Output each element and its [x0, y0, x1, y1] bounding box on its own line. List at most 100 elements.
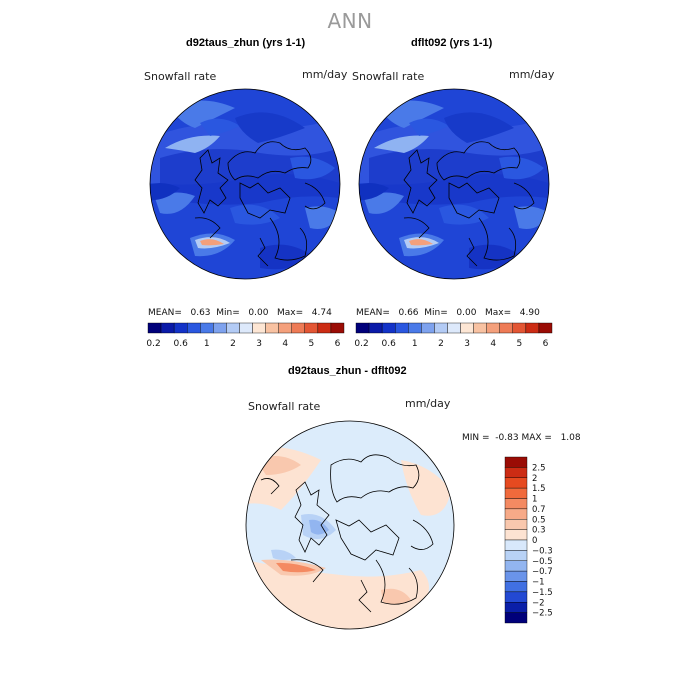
- colorbar-swatch: [291, 322, 306, 334]
- colorbar-tick-label: −1.5: [532, 588, 553, 598]
- colorbar-swatch: [525, 322, 540, 334]
- panel-3-stats: MIN = -0.83 MAX = 1.08: [462, 433, 581, 443]
- panel-1-units-label: mm/day: [302, 68, 348, 81]
- colorbar-swatch: [504, 477, 528, 489]
- panel-3-polar-map: [245, 420, 455, 630]
- colorbar-tick-label: 1.5: [532, 484, 546, 494]
- colorbar-swatch: [460, 322, 474, 334]
- panel-1-title: d92taus_zhun (yrs 1-1): [186, 37, 306, 49]
- colorbar-swatch: [304, 322, 319, 334]
- colorbar-tick-label: 4: [490, 339, 496, 349]
- colorbar-swatch: [504, 550, 528, 561]
- panel-2-variable-label: Snowfall rate: [352, 70, 425, 83]
- colorbar-swatch: [504, 581, 528, 593]
- colorbar-swatch: [213, 322, 227, 334]
- colorbar-tick-label: −2: [532, 598, 545, 608]
- colorbar-tick-label: 3: [464, 339, 470, 349]
- panel-3-map-border: [245, 420, 455, 630]
- colorbar-swatch: [499, 322, 514, 334]
- colorbar-swatch: [504, 467, 528, 478]
- colorbar-swatch: [160, 322, 175, 334]
- colorbar-swatch: [504, 602, 528, 613]
- colorbar-swatch: [504, 529, 528, 541]
- colorbar-swatch: [226, 322, 240, 334]
- colorbar-swatch: [504, 612, 528, 624]
- colorbar-swatch: [368, 322, 383, 334]
- colorbar-swatch: [504, 498, 528, 510]
- colorbar-swatch: [486, 322, 500, 334]
- panel-1-coastlines: [194, 141, 326, 267]
- panel-3-units-label: mm/day: [405, 397, 451, 410]
- panel-2-map-border: [358, 88, 550, 280]
- colorbar-swatch: [473, 322, 487, 334]
- colorbar-swatch: [421, 322, 435, 334]
- panel-3-colorbar: 2.521.510.70.50.30−0.3−0.5−0.7−1−1.5−2−2…: [504, 456, 553, 624]
- colorbar-tick-label: 0.2: [146, 339, 160, 349]
- colorbar-swatch: [200, 322, 214, 334]
- colorbar-swatch: [147, 322, 162, 334]
- colorbar-swatch: [395, 322, 409, 334]
- panel-1-colorbar: 0.2 0.6 1 2 3 4 5 6: [146, 322, 345, 349]
- colorbar-tick-label: −0.7: [532, 567, 553, 577]
- colorbar-swatch: [381, 322, 396, 334]
- colorbar-swatch: [278, 322, 292, 334]
- panel-1-snowfall-field: [150, 89, 340, 279]
- colorbar-tick-label: 6: [543, 339, 549, 349]
- colorbar-swatch: [504, 456, 528, 468]
- colorbar-tick-label: 0.7: [532, 505, 546, 515]
- colorbar-swatch: [173, 322, 188, 334]
- panel-2-colorbar: 0.2 0.6 1 2 3 4 5 6: [354, 322, 553, 349]
- colorbar-swatch: [504, 508, 528, 520]
- colorbar-tick-label: 2: [438, 339, 444, 349]
- colorbar-swatch: [252, 322, 266, 334]
- plot-title: ANN: [327, 9, 373, 33]
- colorbar-swatch: [504, 560, 528, 572]
- colorbar-tick-label: 0.6: [174, 339, 189, 349]
- colorbar-swatch: [512, 322, 527, 334]
- colorbar-swatch: [317, 322, 332, 334]
- colorbar-tick-label: 4: [282, 339, 288, 349]
- panel-3-coastlines: [260, 454, 434, 613]
- panel-1-stats: MEAN= 0.63 Min= 0.00 Max= 4.74: [148, 308, 332, 318]
- colorbar-tick-label: 0.5: [532, 515, 546, 525]
- colorbar-tick-label: 3: [256, 339, 262, 349]
- colorbar-swatch: [447, 322, 461, 334]
- colorbar-swatch: [504, 487, 528, 499]
- panel-1-polar-map: [149, 88, 341, 280]
- colorbar-tick-label: 5: [516, 339, 522, 349]
- colorbar-tick-label: 6: [335, 339, 341, 349]
- colorbar-swatch: [239, 322, 253, 334]
- colorbar-tick-label: 0.6: [382, 339, 397, 349]
- colorbar-tick-label: 0.2: [354, 339, 368, 349]
- colorbar-tick-label: 2: [230, 339, 236, 349]
- colorbar-tick-label: −0.5: [532, 557, 553, 567]
- colorbar-tick-label: 1: [532, 495, 537, 505]
- colorbar-tick-label: 0.3: [532, 526, 546, 536]
- colorbar-tick-label: −2.5: [532, 609, 553, 619]
- panel-3-title: d92taus_zhun - dflt092: [288, 365, 407, 377]
- colorbar-tick-label: 2.5: [532, 463, 546, 473]
- colorbar-swatch: [330, 322, 345, 334]
- panel-2-units-label: mm/day: [509, 68, 555, 81]
- colorbar-swatch: [355, 322, 370, 334]
- colorbar-tick-label: −0.3: [532, 546, 553, 556]
- colorbar-swatch: [504, 591, 528, 603]
- panel-2-coastlines: [403, 141, 535, 267]
- panel-2-polar-map: [358, 88, 550, 280]
- colorbar-tick-label: 5: [308, 339, 314, 349]
- colorbar-swatch: [504, 539, 528, 551]
- colorbar-swatch: [187, 322, 201, 334]
- panel-2-stats: MEAN= 0.66 Min= 0.00 Max= 4.90: [356, 308, 540, 318]
- colorbar-tick-label: 0: [532, 536, 537, 546]
- panel-3-variable-label: Snowfall rate: [248, 400, 321, 413]
- colorbar-swatch: [504, 570, 528, 582]
- colorbar-tick-label: 1: [412, 339, 418, 349]
- colorbar-tick-label: −1: [532, 578, 545, 588]
- colorbar-swatch: [408, 322, 422, 334]
- colorbar-swatch: [504, 519, 528, 530]
- colorbar-tick-label: 1: [204, 339, 210, 349]
- colorbar-swatch: [538, 322, 553, 334]
- panel-2-title: dflt092 (yrs 1-1): [411, 37, 493, 49]
- colorbar-swatch: [434, 322, 448, 334]
- colorbar-tick-label: 2: [532, 474, 537, 484]
